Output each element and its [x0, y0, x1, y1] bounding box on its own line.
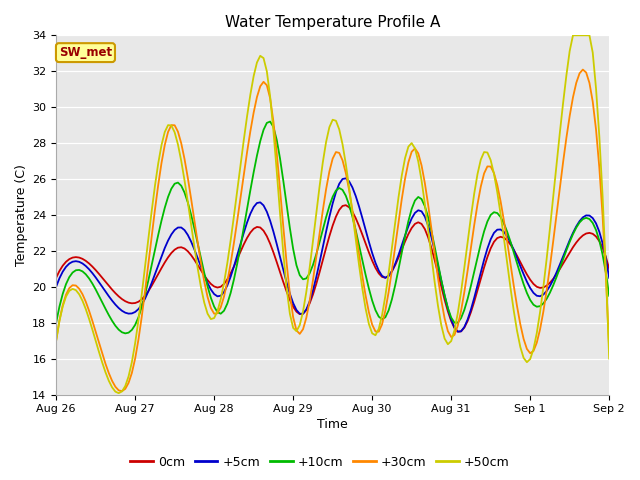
Y-axis label: Temperature (C): Temperature (C): [15, 164, 28, 266]
Legend: 0cm, +5cm, +10cm, +30cm, +50cm: 0cm, +5cm, +10cm, +30cm, +50cm: [125, 451, 515, 474]
Text: SW_met: SW_met: [59, 46, 112, 59]
Title: Water Temperature Profile A: Water Temperature Profile A: [225, 15, 440, 30]
X-axis label: Time: Time: [317, 419, 348, 432]
